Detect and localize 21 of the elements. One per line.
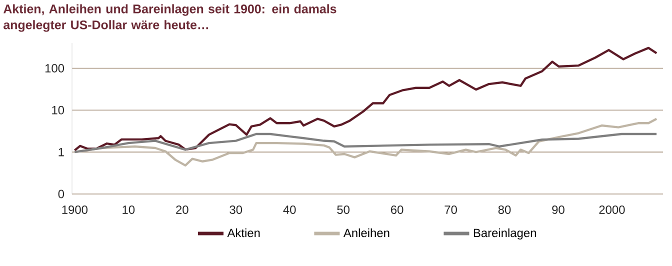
x-tick-label: 20 — [176, 205, 188, 214]
x-tick-label: 50 — [337, 205, 350, 214]
x-tick-label: 30 — [230, 205, 242, 214]
x-tick-label: 70 — [444, 205, 457, 214]
y-tick-label: 10 — [52, 106, 64, 114]
chart-title: Aktien, Anleihen und Bareinlagen seit 1900: ein damals angelegter US-Dollar wäre heute… — [4, 4, 336, 32]
legend-label: Aktien — [227, 228, 260, 238]
y-tick-label: 100 — [45, 64, 64, 72]
x-tick-label: 2000 — [599, 205, 625, 214]
x-tick-label: 60 — [391, 205, 404, 214]
y-tick-label: 0 — [58, 190, 64, 198]
x-tick-label: 10 — [122, 205, 135, 214]
line-series — [74, 46, 658, 152]
legend-label: Anleihen — [343, 228, 390, 238]
x-tick-label: 40 — [283, 205, 296, 214]
line-series — [74, 132, 658, 154]
y-tick-label: 1 — [58, 148, 64, 156]
x-tick-label: 1900 — [62, 205, 88, 214]
x-tick-label: 80 — [498, 205, 511, 214]
x-tick-label: 90 — [552, 205, 564, 214]
legend-label: Bareinlagen — [474, 228, 536, 240]
